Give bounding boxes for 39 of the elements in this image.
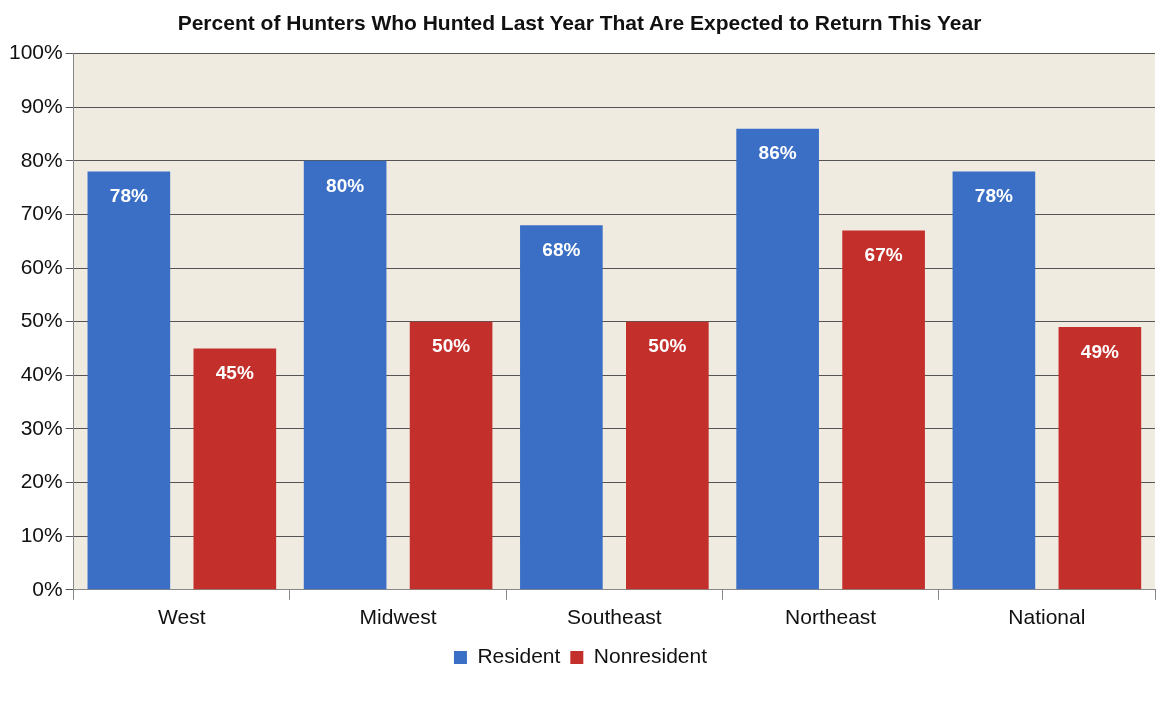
data-label: 68%: [542, 238, 581, 260]
y-tick-label: 20%: [20, 469, 63, 493]
bar: [842, 230, 925, 590]
y-tick-label: 30%: [20, 415, 63, 439]
x-tick-label: National: [1008, 605, 1086, 629]
data-label: 49%: [1080, 340, 1119, 362]
data-label: 50%: [432, 335, 471, 357]
x-tick-label: Midwest: [359, 605, 437, 629]
data-label: 67%: [864, 244, 903, 266]
bar: [193, 348, 277, 590]
x-tick-label: West: [158, 605, 206, 629]
data-label: 50%: [648, 335, 687, 357]
bar: [626, 321, 709, 590]
chart-title: Percent of Hunters Who Hunted Last Year That Are Expected to Return This Year: [176, 10, 983, 36]
y-tick-label: 0%: [32, 576, 63, 600]
bar: [736, 128, 819, 590]
x-tick-label: Southeast: [567, 605, 662, 629]
bar: [409, 321, 493, 590]
y-tick-label: 90%: [20, 94, 63, 118]
data-label: 80%: [326, 174, 365, 196]
data-label: 78%: [109, 185, 148, 207]
bar: [520, 225, 603, 590]
data-label: 86%: [758, 142, 797, 164]
y-tick-label: 70%: [20, 201, 63, 225]
y-tick-label: 50%: [20, 308, 63, 332]
bar: [1058, 327, 1142, 590]
data-label: 45%: [215, 362, 254, 384]
legend-label: Resident: [477, 644, 561, 668]
y-tick-label: 40%: [20, 362, 63, 386]
y-tick-label: 100%: [8, 40, 63, 64]
data-label: 78%: [974, 185, 1014, 207]
y-tick-label: 10%: [20, 522, 63, 546]
bar: [952, 171, 1036, 590]
bar: [303, 160, 387, 590]
y-tick-label: 60%: [20, 254, 63, 278]
bar: [87, 171, 171, 590]
x-tick-label: Northeast: [785, 605, 877, 629]
y-tick-label: 80%: [20, 147, 63, 171]
legend-label: Nonresident: [593, 644, 708, 668]
